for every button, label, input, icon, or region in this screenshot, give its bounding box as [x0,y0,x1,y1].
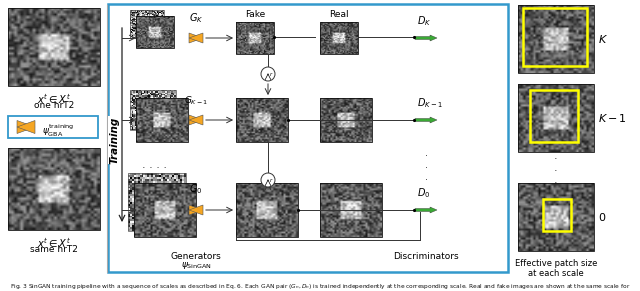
Text: .
.
.: . . . [424,148,428,182]
Text: Effective patch size
at each scale: Effective patch size at each scale [515,259,597,278]
Polygon shape [17,120,35,134]
Text: $0$: $0$ [598,211,606,223]
FancyArrow shape [415,35,437,41]
Text: Discriminators: Discriminators [393,252,459,261]
Text: r: r [270,72,272,77]
Polygon shape [189,33,203,43]
Text: Generators: Generators [171,252,221,261]
FancyArrow shape [415,207,437,213]
Text: same hrT2: same hrT2 [30,245,78,254]
Circle shape [261,67,275,81]
FancyBboxPatch shape [8,116,98,138]
Text: $D_0$: $D_0$ [417,186,430,200]
Text: $\psi_{\mathrm{SinGAN}}$: $\psi_{\mathrm{SinGAN}}$ [180,260,211,271]
Text: $D_{K-1}$: $D_{K-1}$ [417,96,443,110]
Text: $x^t \in X^t$: $x^t \in X^t$ [37,236,71,250]
Text: $G_0$: $G_0$ [189,182,203,196]
Text: $G_K$: $G_K$ [189,11,204,25]
Polygon shape [189,205,203,215]
Text: $G_{K-1}$: $G_{K-1}$ [184,95,208,107]
Text: r: r [270,178,272,184]
Text: . . . .: . . . . [143,160,168,170]
Text: $x^t \in X^t$: $x^t \in X^t$ [37,92,71,106]
Text: Real: Real [329,10,349,19]
Text: $K-1$: $K-1$ [598,112,627,124]
Polygon shape [189,115,203,125]
Text: Fig. 3 SinGAN training pipeline with a sequence of scales as described in Eq. 6.: Fig. 3 SinGAN training pipeline with a s… [10,282,630,291]
Polygon shape [17,120,35,134]
Text: one hrT2: one hrT2 [34,101,74,110]
Polygon shape [189,33,203,43]
Text: $\psi^{\mathrm{training}}_{\mathrm{GBA}}$: $\psi^{\mathrm{training}}_{\mathrm{GBA}}… [42,123,74,139]
Text: .
.
.: . . . [554,151,558,184]
Text: $D_K$: $D_K$ [417,14,431,28]
Polygon shape [189,205,203,215]
Text: $K$: $K$ [598,33,608,45]
FancyBboxPatch shape [108,4,508,272]
Circle shape [261,173,275,187]
Text: Fake: Fake [245,10,265,19]
Polygon shape [189,115,203,125]
FancyArrow shape [415,117,437,123]
Text: Training: Training [109,116,119,164]
